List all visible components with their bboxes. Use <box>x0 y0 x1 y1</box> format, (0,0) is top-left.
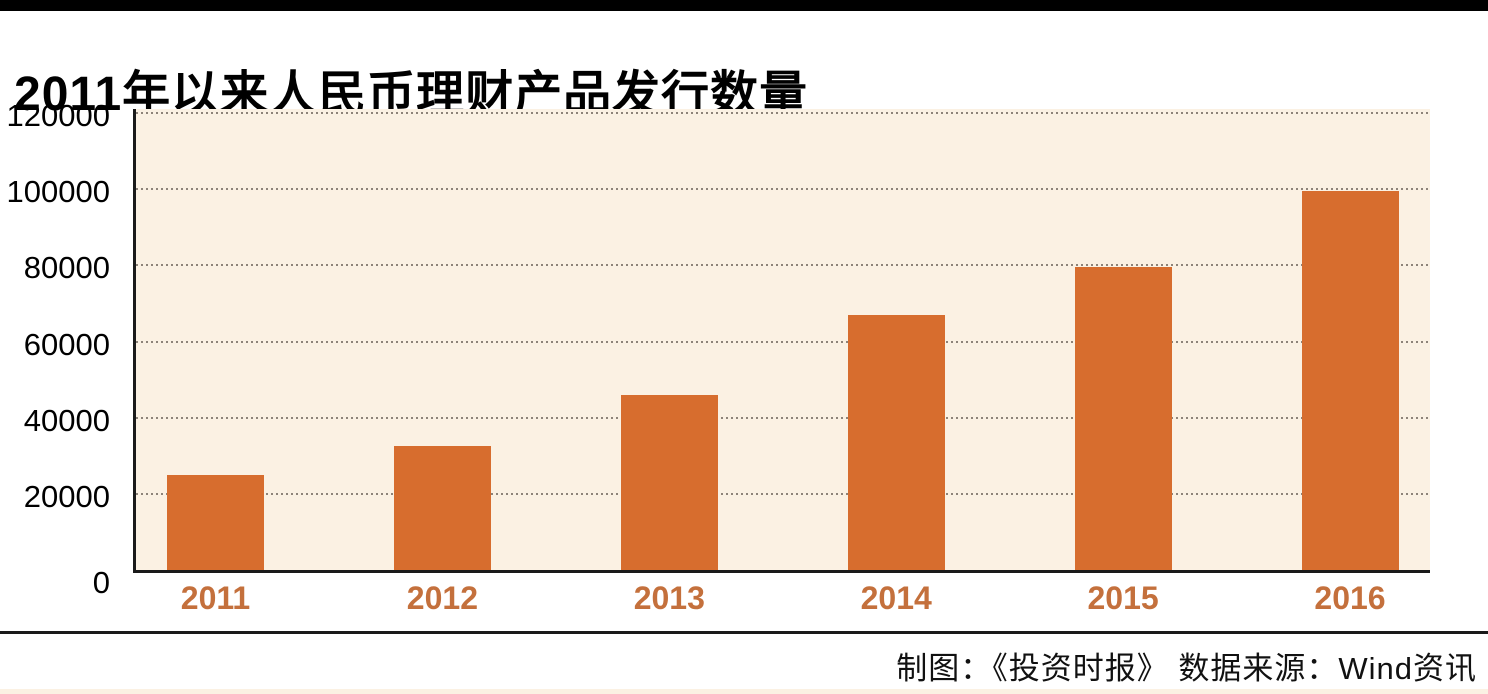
y-axis-label: 120000 <box>6 98 110 133</box>
y-axis-label: 40000 <box>23 402 110 438</box>
gridline <box>136 264 1430 267</box>
gridline <box>136 416 1430 419</box>
gridline <box>136 188 1430 191</box>
x-axis-label-2016: 2016 <box>1314 580 1386 616</box>
gridline <box>136 340 1430 343</box>
bar-2014 <box>847 314 945 570</box>
bar-2012 <box>393 446 491 570</box>
bar-2016 <box>1301 191 1399 570</box>
y-axis-label: 80000 <box>23 250 110 286</box>
y-axis-label: 60000 <box>23 326 110 362</box>
bar-2013 <box>620 394 718 570</box>
x-axis-label-2013: 2013 <box>633 580 705 616</box>
bar-2015 <box>1074 267 1172 570</box>
plot-area <box>133 109 1430 573</box>
y-axis-label: 0 <box>92 565 110 600</box>
gridline <box>136 492 1430 495</box>
bar-2011 <box>167 474 264 570</box>
bottom-strip <box>0 689 1488 694</box>
footer-divider <box>0 631 1488 634</box>
x-axis-label-2012: 2012 <box>406 580 478 616</box>
x-axis-label-2015: 2015 <box>1087 580 1159 616</box>
gridline <box>136 112 1430 114</box>
x-axis-label-2011: 2011 <box>180 580 251 616</box>
y-axis-label: 20000 <box>23 478 110 514</box>
footer-credit: 制图：《投资时报》 数据来源：Wind资讯 <box>896 651 1477 686</box>
top-bar <box>0 0 1488 11</box>
y-axis-label: 100000 <box>6 174 110 210</box>
x-axis-label-2014: 2014 <box>860 580 932 616</box>
